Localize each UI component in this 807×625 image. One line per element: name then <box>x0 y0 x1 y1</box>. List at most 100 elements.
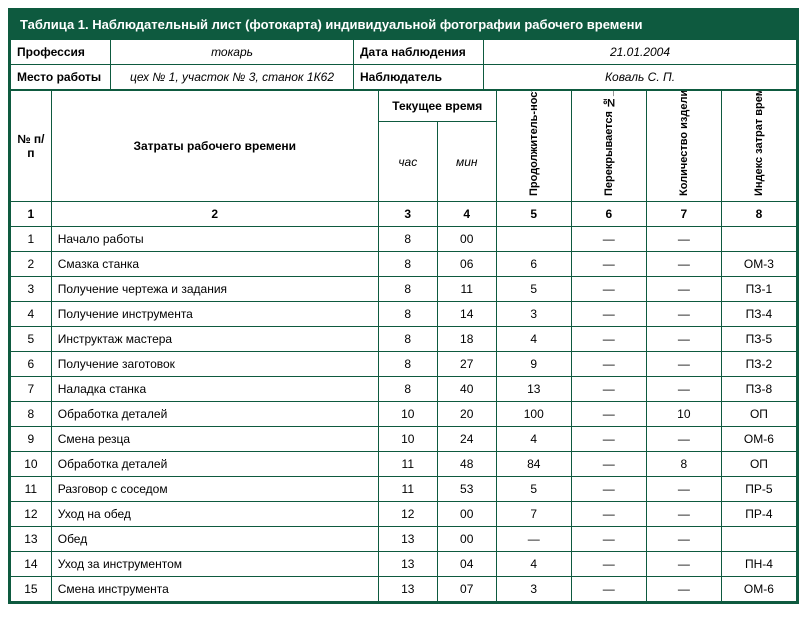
header-col7: Количество изделий <box>646 91 721 202</box>
table-row: 10Обработка деталей114884—8ОП <box>11 452 797 477</box>
cell-duration: 13 <box>496 377 571 402</box>
observer-label: Наблюдатель <box>354 65 484 90</box>
cell-overlap: — <box>571 377 646 402</box>
cell-desc: Начало работы <box>51 227 378 252</box>
table-row: 6Получение заготовок8279——ПЗ-2 <box>11 352 797 377</box>
header-row-1: № п/п Затраты рабочего времени Текущее в… <box>11 91 797 122</box>
table-row: 12Уход на обед12007——ПР-4 <box>11 502 797 527</box>
date-label: Дата наблюдения <box>354 40 484 65</box>
cell-min: 00 <box>437 502 496 527</box>
cell-hour: 8 <box>378 277 437 302</box>
cell-index <box>721 227 796 252</box>
place-label: Место работы <box>11 65 111 90</box>
cell-min: 24 <box>437 427 496 452</box>
hn7: 7 <box>646 202 721 227</box>
cell-overlap: — <box>571 352 646 377</box>
cell-duration <box>496 227 571 252</box>
cell-min: 00 <box>437 527 496 552</box>
cell-overlap: — <box>571 302 646 327</box>
cell-desc: Разговор с соседом <box>51 477 378 502</box>
cell-num: 9 <box>11 427 52 452</box>
cell-count: — <box>646 477 721 502</box>
cell-count: — <box>646 327 721 352</box>
cell-index: ПЗ-8 <box>721 377 796 402</box>
cell-count: 8 <box>646 452 721 477</box>
cell-num: 4 <box>11 302 52 327</box>
cell-duration: 7 <box>496 502 571 527</box>
hn8: 8 <box>721 202 796 227</box>
header-numbers: 1 2 3 4 5 6 7 8 <box>11 202 797 227</box>
header-col6: Перекрывается №___ <box>571 91 646 202</box>
cell-index <box>721 527 796 552</box>
table-row: 7Наладка станка84013——ПЗ-8 <box>11 377 797 402</box>
cell-min: 40 <box>437 377 496 402</box>
cell-hour: 13 <box>378 552 437 577</box>
cell-count: — <box>646 427 721 452</box>
table-row: 13Обед1300——— <box>11 527 797 552</box>
cell-min: 48 <box>437 452 496 477</box>
cell-desc: Инструктаж мастера <box>51 327 378 352</box>
cell-duration: 100 <box>496 402 571 427</box>
main-table: № п/п Затраты рабочего времени Текущее в… <box>10 90 797 602</box>
cell-count: — <box>646 377 721 402</box>
cell-index: ПЗ-4 <box>721 302 796 327</box>
cell-count: — <box>646 552 721 577</box>
cell-desc: Обработка деталей <box>51 452 378 477</box>
cell-count: — <box>646 277 721 302</box>
cell-hour: 8 <box>378 352 437 377</box>
cell-min: 14 <box>437 302 496 327</box>
cell-hour: 11 <box>378 452 437 477</box>
cell-index: ОМ-6 <box>721 577 796 602</box>
cell-num: 11 <box>11 477 52 502</box>
cell-min: 20 <box>437 402 496 427</box>
cell-num: 14 <box>11 552 52 577</box>
cell-index: ОМ-6 <box>721 427 796 452</box>
cell-overlap: — <box>571 252 646 277</box>
cell-overlap: — <box>571 227 646 252</box>
cell-num: 7 <box>11 377 52 402</box>
cell-duration: 3 <box>496 577 571 602</box>
title-bar: Таблица 1. Наблюдательный лист (фотокарт… <box>10 10 797 39</box>
cell-num: 15 <box>11 577 52 602</box>
cell-duration: 5 <box>496 277 571 302</box>
cell-num: 8 <box>11 402 52 427</box>
cell-min: 53 <box>437 477 496 502</box>
hn5: 5 <box>496 202 571 227</box>
observer-value: Коваль С. П. <box>484 65 797 90</box>
table-container: Таблица 1. Наблюдательный лист (фотокарт… <box>8 8 799 604</box>
cell-index: ПЗ-1 <box>721 277 796 302</box>
cell-desc: Обед <box>51 527 378 552</box>
meta-table: Профессия токарь Дата наблюдения 21.01.2… <box>10 39 797 90</box>
cell-duration: 4 <box>496 327 571 352</box>
cell-desc: Получение чертежа и задания <box>51 277 378 302</box>
header-time: Текущее время <box>378 91 496 122</box>
profession-label: Профессия <box>11 40 111 65</box>
cell-overlap: — <box>571 327 646 352</box>
cell-hour: 8 <box>378 252 437 277</box>
cell-desc: Уход за инструментом <box>51 552 378 577</box>
cell-num: 6 <box>11 352 52 377</box>
cell-hour: 8 <box>378 327 437 352</box>
cell-duration: 3 <box>496 302 571 327</box>
cell-overlap: — <box>571 502 646 527</box>
table-row: 8Обработка деталей1020100—10ОП <box>11 402 797 427</box>
table-row: 14Уход за инструментом13044——ПН-4 <box>11 552 797 577</box>
cell-duration: 6 <box>496 252 571 277</box>
cell-overlap: — <box>571 527 646 552</box>
cell-duration: 5 <box>496 477 571 502</box>
hn2: 2 <box>51 202 378 227</box>
cell-index: ПЗ-5 <box>721 327 796 352</box>
cell-hour: 8 <box>378 227 437 252</box>
cell-min: 18 <box>437 327 496 352</box>
cell-num: 3 <box>11 277 52 302</box>
hn4: 4 <box>437 202 496 227</box>
header-col8: Индекс затрат времени <box>721 91 796 202</box>
cell-desc: Смена инструмента <box>51 577 378 602</box>
cell-count: — <box>646 527 721 552</box>
cell-min: 00 <box>437 227 496 252</box>
cell-index: ПЗ-2 <box>721 352 796 377</box>
cell-desc: Получение инструмента <box>51 302 378 327</box>
cell-hour: 10 <box>378 427 437 452</box>
cell-num: 13 <box>11 527 52 552</box>
cell-hour: 12 <box>378 502 437 527</box>
